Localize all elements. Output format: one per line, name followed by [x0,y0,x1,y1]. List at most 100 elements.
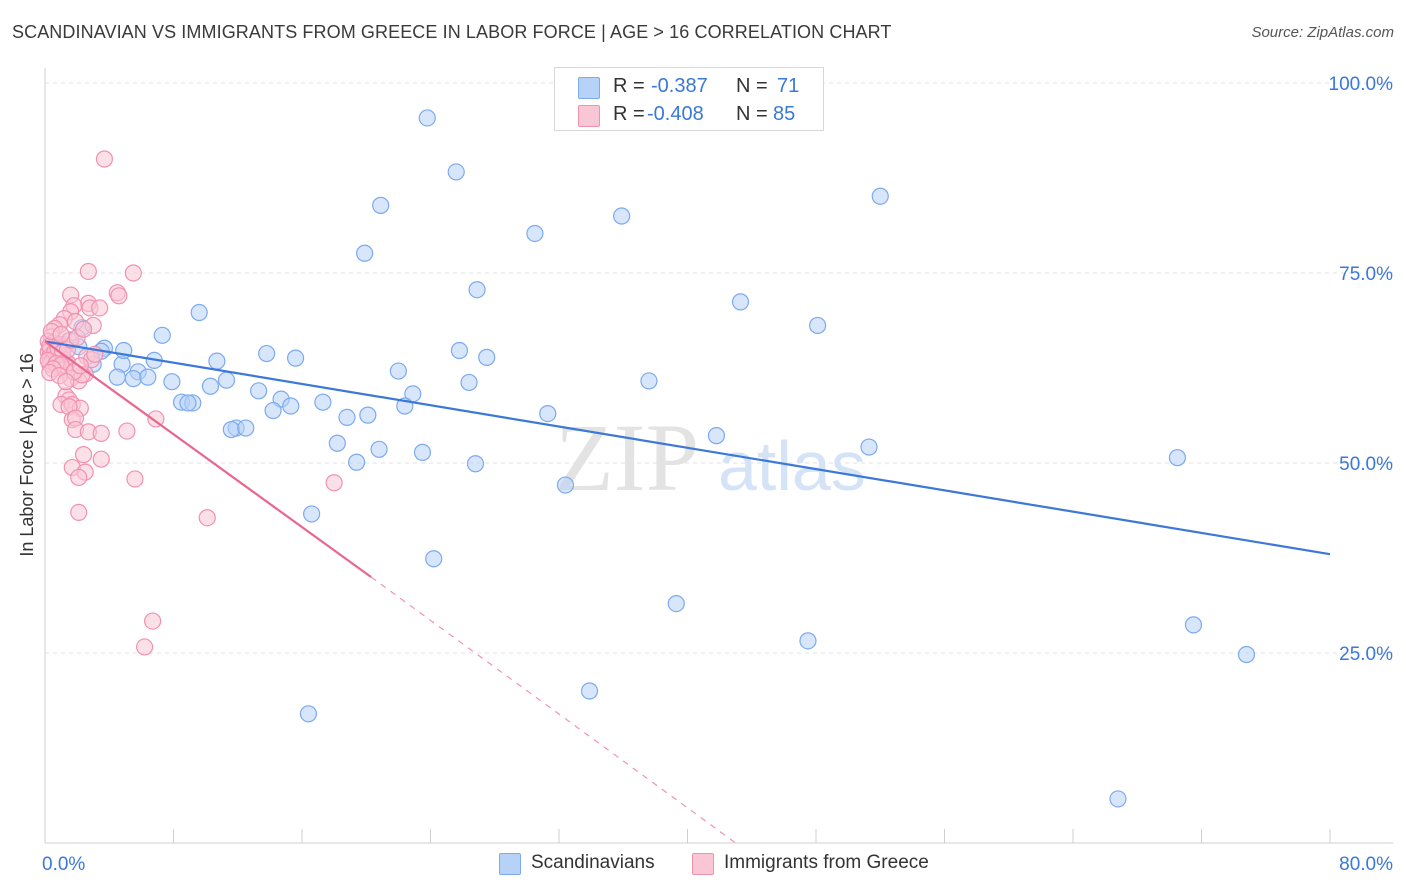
scandinavians-point [282,397,300,415]
greece-point [135,638,154,656]
scandinavians-point [478,348,496,366]
scandinavians-point [179,394,197,412]
greece-trend-extension [370,576,737,844]
r-label: R = [613,103,645,125]
scandinavians-point [314,393,332,411]
scandinavians-point [613,207,631,225]
scandinavians-point [667,594,685,613]
scandinavians-point [217,371,236,389]
scandinavians-point [539,405,557,423]
grid-lines [45,82,1393,654]
trend-lines [44,340,1331,844]
correlation-legend: R = -0.387 N = 71 R = -0.408 N = 85 [554,67,824,131]
scandinavians-point [372,196,390,214]
scandinavians-point [338,408,356,426]
n-value: 71 [777,75,800,97]
scandinavians-point [1184,616,1203,634]
scandinavians-point [731,293,750,311]
scandinavians-point [526,224,544,243]
watermark-zip: ZIP [555,404,699,511]
scandinavians-point [208,352,226,370]
scandinavians-point [108,368,126,386]
y-tick-labels: 25.0% 50.0% 75.0% 100.0% [1329,74,1394,665]
greece-point [70,468,88,487]
scandinavians-point [163,373,181,391]
scandinavians-point [871,187,889,205]
axes [44,68,1393,844]
greece-point [118,422,136,440]
legend-row-greece: R = -0.408 N = 85 [555,101,823,129]
x-tick-label-min: 0.0% [42,854,85,875]
scandinavians-point [124,370,142,388]
greece-points [39,150,343,656]
scandinavians-point [389,362,407,380]
scandinavians-point [356,244,374,262]
scandinavians-point [264,401,282,420]
greece-point [198,509,216,527]
n-label: N = [736,75,768,97]
scandinavians-point [359,406,377,424]
series-legend: Scandinavians Immigrants from Greece [0,852,1406,878]
scandinavians-point [328,434,346,452]
legend-label-greece: Immigrants from Greece [724,852,929,873]
greece-point [144,612,162,630]
greece-point [147,410,165,428]
scandinavians-point [1237,645,1256,664]
greece-point [110,287,128,305]
scandinavians-point [250,382,268,400]
scandinavians-point [413,443,432,461]
y-tick-label: 50.0% [1339,454,1393,475]
scandinavians-point [1168,449,1187,467]
greece-point [52,325,70,344]
legend-swatch-scandinavians [499,853,521,875]
y-tick-label: 100.0% [1329,74,1394,95]
greece-point [325,474,343,492]
legend-label-scandinavians: Scandinavians [531,852,655,873]
greece-point [95,150,114,168]
greece-trend-line [44,340,372,578]
greece-point [79,262,97,281]
y-axis-label: In Labor Force | Age > 16 [17,353,37,556]
greece-point [91,299,109,317]
greece-point [124,264,142,282]
greece-point [70,503,88,522]
legend-row-scandinavians: R = -0.387 N = 71 [555,73,823,101]
scandinavians-point [799,632,817,650]
greece-point [92,450,110,468]
legend-swatch-greece [692,853,714,875]
r-value: -0.408 [647,103,704,125]
scandinavians-point [201,377,220,395]
greece-point [92,424,110,442]
scandinavians-point [153,326,171,344]
scandinavians-point [809,316,827,335]
scandinavians-point [460,373,478,392]
scandinavians-point [860,438,878,456]
scandinavians-point [286,349,305,367]
y-tick-label: 75.0% [1339,264,1393,285]
scandinavians-point [370,440,388,458]
r-label: R = [613,75,645,97]
n-value: 85 [773,103,796,125]
scandinavians-points [54,109,1256,808]
scandinavians-point [425,550,443,568]
greece-point [57,373,75,391]
scandinavians-point [1109,790,1127,808]
scandinavians-point [447,163,465,181]
scandinavians-point [466,455,485,473]
legend-swatch-scandinavians [578,77,600,99]
greece-point [126,470,144,488]
scandinavians-point [580,682,599,700]
scandinavians-point [556,476,575,494]
scandinavians-point [139,368,157,386]
x-tick-label-max: 80.0% [1339,854,1393,875]
scandinavians-point [468,281,486,299]
chart-title: SCANDINAVIAN VS IMMIGRANTS FROM GREECE I… [12,22,892,42]
y-tick-label: 25.0% [1339,644,1393,665]
scandinavians-point [348,453,366,471]
scandinavians-point [190,303,208,322]
scandinavians-point [258,344,276,363]
legend-swatch-greece [578,105,600,127]
scandinavians-point [222,420,240,439]
scandinavians-point [299,705,318,723]
